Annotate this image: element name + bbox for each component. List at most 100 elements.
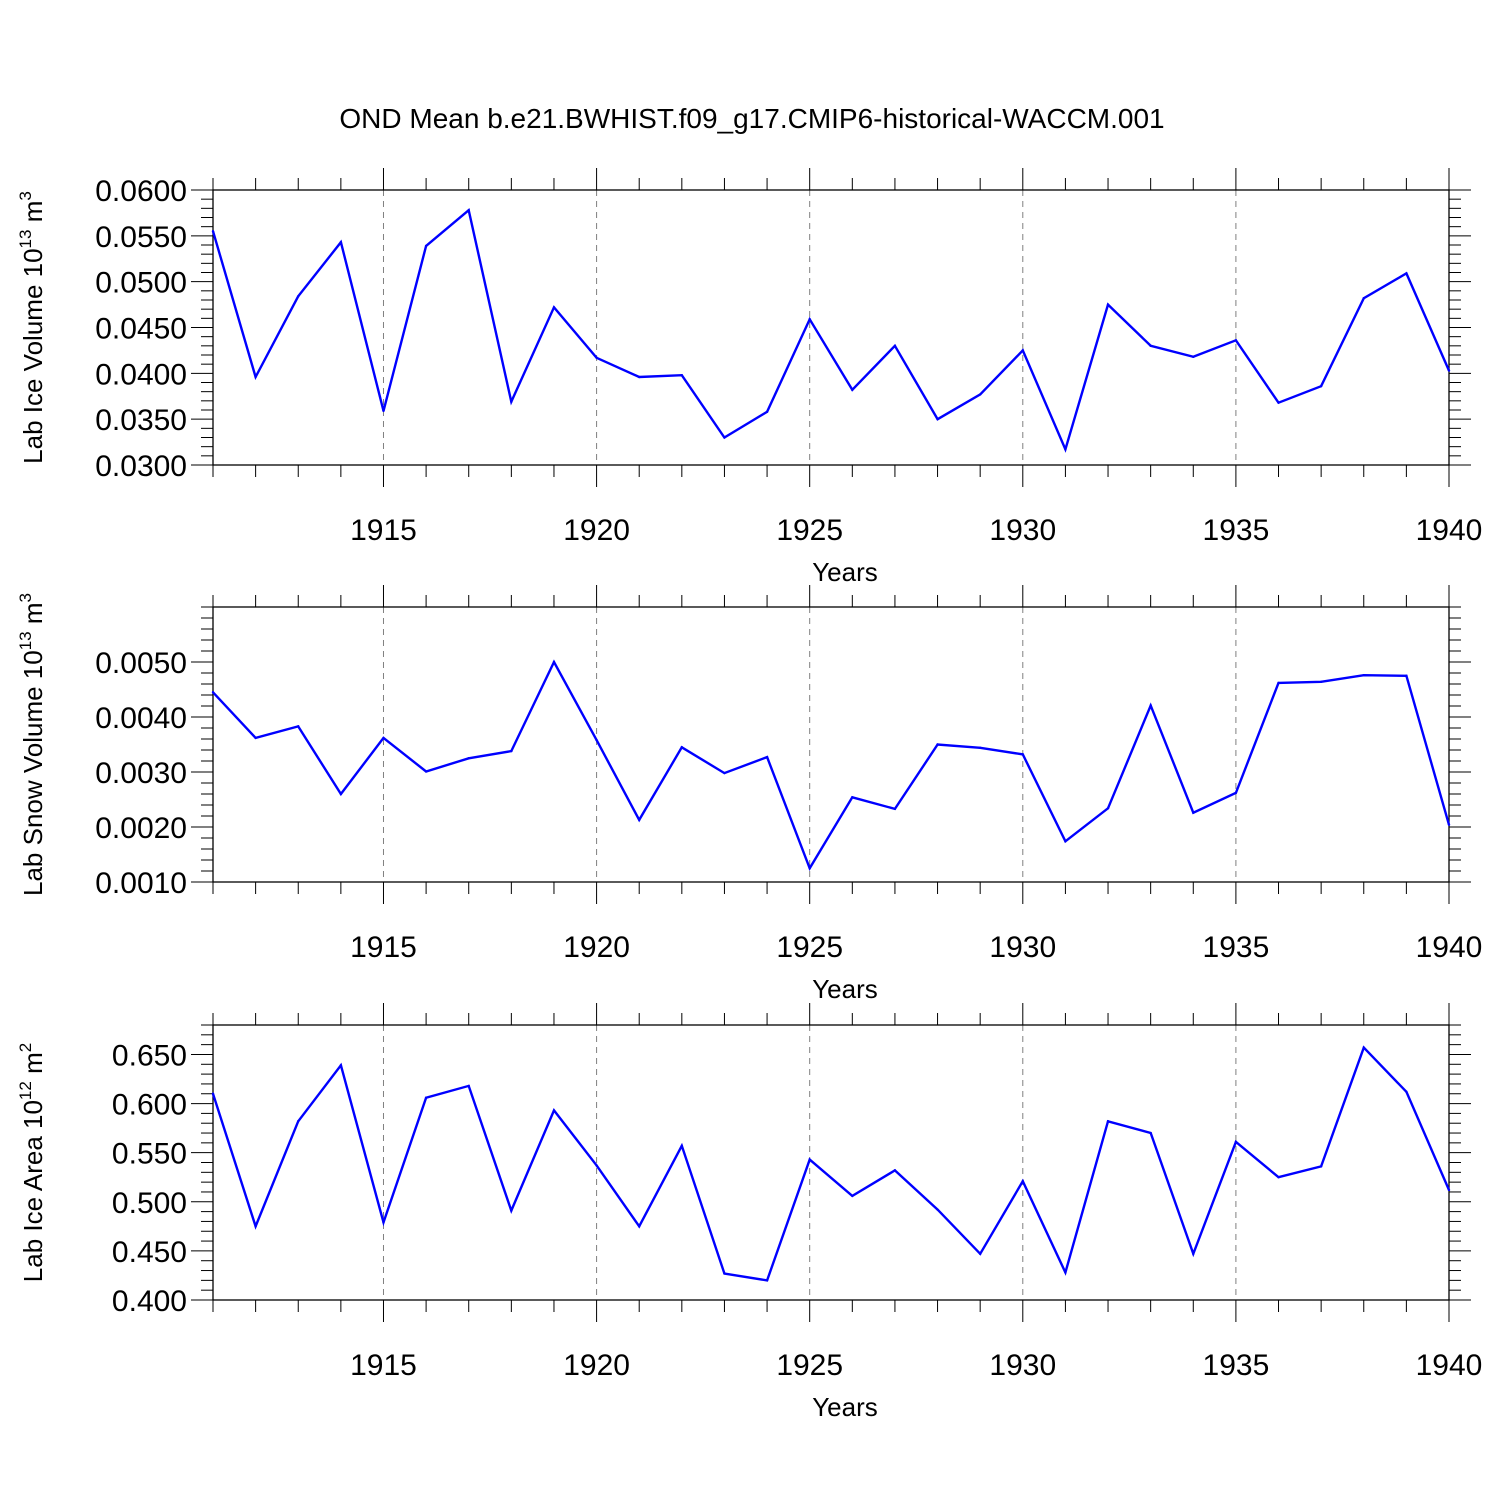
y-tick-label: 0.0300 bbox=[95, 450, 187, 483]
series-line bbox=[211, 208, 1451, 453]
data-point bbox=[1149, 704, 1152, 707]
x-tick-label: 1940 bbox=[1416, 514, 1483, 547]
x-tick-label: 1930 bbox=[989, 1349, 1056, 1382]
x-tick-label: 1925 bbox=[776, 514, 843, 547]
data-point bbox=[297, 725, 300, 728]
data-point bbox=[893, 1169, 897, 1172]
data-point bbox=[723, 771, 726, 775]
y-tick-label: 0.0350 bbox=[95, 404, 187, 437]
data-point bbox=[851, 388, 854, 392]
x-tick-label: 1915 bbox=[350, 1349, 417, 1382]
y-tick-label: 0.0030 bbox=[95, 757, 187, 790]
y-tick-label: 0.0400 bbox=[95, 358, 187, 391]
panel-2: 0.0010 0.0020 0.0030 0.0040 0.0050 1915 1920 19… bbox=[16, 585, 1482, 1004]
data-point bbox=[339, 241, 343, 244]
data-point bbox=[510, 749, 513, 753]
y-tick-label: 0.400 bbox=[112, 1285, 187, 1318]
data-point bbox=[1064, 448, 1067, 451]
data-point bbox=[211, 691, 215, 694]
data-point bbox=[297, 295, 300, 298]
y-tick-label: 0.0050 bbox=[95, 647, 187, 680]
data-point bbox=[808, 318, 811, 321]
data-point bbox=[978, 746, 982, 749]
data-point bbox=[211, 1092, 215, 1095]
x-axis-label: Years bbox=[812, 974, 878, 1004]
y-axis-label: Lab Snow Volume 1013 m3 bbox=[16, 593, 48, 896]
data-point bbox=[510, 400, 513, 403]
y-tick-label: 0.0450 bbox=[95, 313, 187, 346]
data-point bbox=[723, 436, 726, 439]
data-point bbox=[808, 1158, 811, 1161]
y-tick-label: 0.450 bbox=[112, 1236, 187, 1269]
plot-frame bbox=[212, 1024, 1450, 1301]
y-axis-label: Lab Ice Volume 1013 m3 bbox=[16, 191, 48, 464]
x-tick-label: 1940 bbox=[1416, 1349, 1483, 1382]
y-axis-label: Lab Ice Area 1012 m2 bbox=[16, 1043, 48, 1282]
data-point bbox=[765, 410, 769, 414]
data-point bbox=[1021, 753, 1024, 756]
data-point bbox=[1192, 1252, 1195, 1256]
data-point bbox=[1319, 384, 1323, 388]
y-tick-label: 0.550 bbox=[112, 1138, 187, 1171]
data-point bbox=[1234, 339, 1238, 342]
data-point bbox=[936, 417, 939, 421]
data-point bbox=[680, 373, 684, 377]
data-point bbox=[936, 1208, 939, 1211]
data-point bbox=[552, 306, 556, 309]
data-point bbox=[1192, 355, 1195, 359]
data-point bbox=[1362, 296, 1365, 300]
y-tick-label: 0.0040 bbox=[95, 702, 187, 735]
data-point bbox=[211, 230, 215, 233]
data-point bbox=[424, 770, 428, 773]
data-point bbox=[297, 1120, 300, 1123]
data-point bbox=[680, 746, 684, 749]
y-tick-label: 0.0500 bbox=[95, 267, 187, 300]
data-point bbox=[552, 1109, 556, 1112]
data-point bbox=[595, 1164, 598, 1167]
data-point bbox=[723, 1272, 726, 1275]
y-tick-label: 0.650 bbox=[112, 1039, 187, 1072]
data-point bbox=[595, 356, 598, 359]
series-line bbox=[211, 1045, 1451, 1282]
x-axis-label: Years bbox=[812, 1392, 878, 1422]
x-tick-label: 1925 bbox=[776, 931, 843, 964]
data-point bbox=[1447, 823, 1451, 826]
data-point bbox=[1447, 369, 1451, 372]
x-tick-label: 1935 bbox=[1203, 514, 1270, 547]
data-point bbox=[1106, 303, 1110, 306]
data-point bbox=[893, 807, 897, 811]
data-point bbox=[424, 244, 428, 248]
series-line bbox=[212, 659, 1451, 872]
data-point bbox=[1106, 1120, 1110, 1123]
data-point bbox=[893, 344, 897, 348]
data-point bbox=[1234, 791, 1238, 795]
data-point bbox=[382, 736, 385, 740]
data-point bbox=[978, 1252, 982, 1256]
data-point bbox=[1362, 674, 1365, 677]
x-tick-label: 1940 bbox=[1416, 931, 1483, 964]
data-point bbox=[765, 1279, 769, 1282]
data-point bbox=[254, 375, 257, 379]
data-point bbox=[254, 1225, 257, 1228]
x-tick-label: 1920 bbox=[563, 931, 630, 964]
data-point bbox=[339, 1064, 343, 1067]
data-point bbox=[1277, 401, 1280, 404]
data-point bbox=[1447, 1188, 1451, 1192]
data-point bbox=[638, 1225, 641, 1228]
panels: 0.0300 0.0350 0.0400 0.0450 0.0500 0.0550 0.06… bbox=[16, 168, 1482, 1422]
data-point bbox=[1064, 840, 1067, 843]
data-point bbox=[424, 1096, 428, 1099]
data-point bbox=[1064, 1271, 1067, 1274]
data-point bbox=[1277, 681, 1280, 685]
data-point bbox=[680, 1144, 684, 1148]
data-point bbox=[382, 409, 385, 413]
data-point bbox=[1021, 349, 1024, 352]
data-point bbox=[936, 743, 939, 746]
data-point bbox=[552, 660, 556, 664]
data-point bbox=[1405, 1090, 1408, 1093]
data-point bbox=[1405, 272, 1408, 275]
x-tick-label: 1920 bbox=[563, 514, 630, 547]
data-point bbox=[851, 1194, 854, 1198]
panel-3: 0.400 0.450 0.500 0.550 0.600 0.650 1915 1920 19… bbox=[16, 1003, 1482, 1422]
